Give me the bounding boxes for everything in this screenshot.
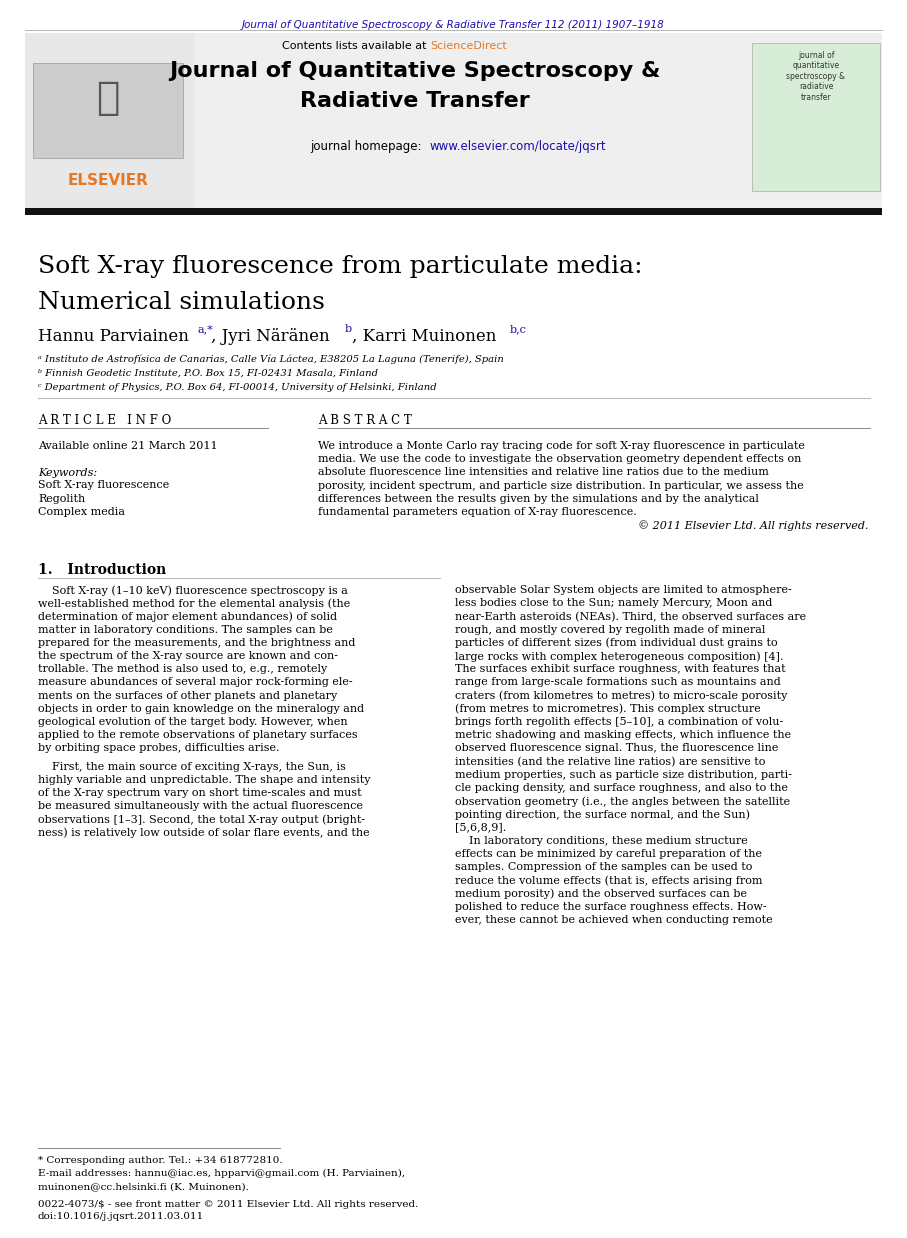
Text: Hannu Parviainen: Hannu Parviainen xyxy=(38,328,189,345)
Text: range from large-scale formations such as mountains and: range from large-scale formations such a… xyxy=(455,677,781,687)
Text: differences between the results given by the simulations and by the analytical: differences between the results given by… xyxy=(318,494,759,504)
Text: We introduce a Monte Carlo ray tracing code for soft X-ray fluorescence in parti: We introduce a Monte Carlo ray tracing c… xyxy=(318,441,805,451)
Text: the spectrum of the X-ray source are known and con-: the spectrum of the X-ray source are kno… xyxy=(38,651,338,661)
Text: brings forth regolith effects [5–10], a combination of volu-: brings forth regolith effects [5–10], a … xyxy=(455,717,784,727)
Text: pointing direction, the surface normal, and the Sun): pointing direction, the surface normal, … xyxy=(455,810,750,820)
Text: large rocks with complex heterogeneous composition) [4].: large rocks with complex heterogeneous c… xyxy=(455,651,784,661)
Text: highly variable and unpredictable. The shape and intensity: highly variable and unpredictable. The s… xyxy=(38,775,370,785)
Text: ments on the surfaces of other planets and planetary: ments on the surfaces of other planets a… xyxy=(38,691,337,701)
Text: by orbiting space probes, difficulties arise.: by orbiting space probes, difficulties a… xyxy=(38,743,279,754)
Text: 🌳: 🌳 xyxy=(96,79,120,118)
Text: E-mail addresses: hannu@iac.es, hpparvi@gmail.com (H. Parviainen),: E-mail addresses: hannu@iac.es, hpparvi@… xyxy=(38,1169,405,1179)
Text: particles of different sizes (from individual dust grains to: particles of different sizes (from indiv… xyxy=(455,638,777,649)
Text: measure abundances of several major rock-forming ele-: measure abundances of several major rock… xyxy=(38,677,353,687)
Text: (from metres to micrometres). This complex structure: (from metres to micrometres). This compl… xyxy=(455,703,761,714)
Text: be measured simultaneously with the actual fluorescence: be measured simultaneously with the actu… xyxy=(38,801,363,811)
Text: A R T I C L E   I N F O: A R T I C L E I N F O xyxy=(38,413,171,427)
Text: near-Earth asteroids (NEAs). Third, the observed surfaces are: near-Earth asteroids (NEAs). Third, the … xyxy=(455,612,806,621)
Text: ᶜ Department of Physics, P.O. Box 64, FI-00014, University of Helsinki, Finland: ᶜ Department of Physics, P.O. Box 64, FI… xyxy=(38,383,436,392)
Text: a,*: a,* xyxy=(198,324,214,334)
Text: Radiative Transfer: Radiative Transfer xyxy=(300,92,530,111)
Text: prepared for the measurements, and the brightness and: prepared for the measurements, and the b… xyxy=(38,638,356,647)
Text: , Karri Muinonen: , Karri Muinonen xyxy=(352,328,496,345)
Text: reduce the volume effects (that is, effects arising from: reduce the volume effects (that is, effe… xyxy=(455,875,763,886)
Text: rough, and mostly covered by regolith made of mineral: rough, and mostly covered by regolith ma… xyxy=(455,625,766,635)
Text: medium porosity) and the observed surfaces can be: medium porosity) and the observed surfac… xyxy=(455,889,747,899)
Text: The surfaces exhibit surface roughness, with features that: The surfaces exhibit surface roughness, … xyxy=(455,665,785,675)
Text: observable Solar System objects are limited to atmosphere-: observable Solar System objects are limi… xyxy=(455,586,792,595)
Text: , Jyri Näränen: , Jyri Näränen xyxy=(211,328,329,345)
Text: Complex media: Complex media xyxy=(38,508,125,517)
Text: Soft X-ray (1–10 keV) fluorescence spectroscopy is a: Soft X-ray (1–10 keV) fluorescence spect… xyxy=(38,586,348,595)
Text: cle packing density, and surface roughness, and also to the: cle packing density, and surface roughne… xyxy=(455,782,788,794)
Text: applied to the remote observations of planetary surfaces: applied to the remote observations of pl… xyxy=(38,730,357,740)
Bar xyxy=(33,63,183,158)
Text: Keywords:: Keywords: xyxy=(38,468,97,478)
Text: Regolith: Regolith xyxy=(38,494,85,504)
Text: geological evolution of the target body. However, when: geological evolution of the target body.… xyxy=(38,717,347,727)
Text: intensities (and the relative line ratios) are sensitive to: intensities (and the relative line ratio… xyxy=(455,756,766,766)
Text: observation geometry (i.e., the angles between the satellite: observation geometry (i.e., the angles b… xyxy=(455,796,790,807)
Text: metric shadowing and masking effects, which influence the: metric shadowing and masking effects, wh… xyxy=(455,730,791,740)
Text: Journal of Quantitative Spectroscopy & Radiative Transfer 112 (2011) 1907–1918: Journal of Quantitative Spectroscopy & R… xyxy=(241,20,664,30)
Text: First, the main source of exciting X-rays, the Sun, is: First, the main source of exciting X-ray… xyxy=(38,761,346,771)
Text: [5,6,8,9].: [5,6,8,9]. xyxy=(455,822,506,833)
Text: porosity, incident spectrum, and particle size distribution. In particular, we a: porosity, incident spectrum, and particl… xyxy=(318,480,804,490)
Text: ELSEVIER: ELSEVIER xyxy=(67,173,149,188)
Text: trollable. The method is also used to, e.g., remotely: trollable. The method is also used to, e… xyxy=(38,665,327,675)
Text: well-established method for the elemental analysis (the: well-established method for the elementa… xyxy=(38,598,350,609)
Text: media. We use the code to investigate the observation geometry dependent effects: media. We use the code to investigate th… xyxy=(318,454,802,464)
Bar xyxy=(25,33,882,208)
Text: craters (from kilometres to metres) to micro-scale porosity: craters (from kilometres to metres) to m… xyxy=(455,691,787,701)
Text: journal homepage:: journal homepage: xyxy=(310,140,425,154)
Text: effects can be minimized by careful preparation of the: effects can be minimized by careful prep… xyxy=(455,849,762,859)
Text: Numerical simulations: Numerical simulations xyxy=(38,291,325,314)
Text: matter in laboratory conditions. The samples can be: matter in laboratory conditions. The sam… xyxy=(38,625,333,635)
Text: b,c: b,c xyxy=(510,324,527,334)
Text: Contents lists available at: Contents lists available at xyxy=(282,41,430,51)
Text: less bodies close to the Sun; namely Mercury, Moon and: less bodies close to the Sun; namely Mer… xyxy=(455,598,773,608)
Bar xyxy=(752,43,880,191)
Text: Journal of Quantitative Spectroscopy &: Journal of Quantitative Spectroscopy & xyxy=(170,61,661,80)
Text: journal of
quantitative
spectroscopy &
radiative
transfer: journal of quantitative spectroscopy & r… xyxy=(786,51,845,102)
Bar xyxy=(25,208,882,215)
Text: Soft X-ray fluorescence from particulate media:: Soft X-ray fluorescence from particulate… xyxy=(38,255,643,279)
Text: polished to reduce the surface roughness effects. How-: polished to reduce the surface roughness… xyxy=(455,901,766,912)
Text: ᵃ Instituto de Astrofísica de Canarias, Calle Vía Láctea, E38205 La Laguna (Tene: ᵃ Instituto de Astrofísica de Canarias, … xyxy=(38,355,504,364)
Text: 1.   Introduction: 1. Introduction xyxy=(38,563,166,577)
Text: medium properties, such as particle size distribution, parti-: medium properties, such as particle size… xyxy=(455,770,792,780)
Text: observations [1–3]. Second, the total X-ray output (bright-: observations [1–3]. Second, the total X-… xyxy=(38,815,366,825)
Text: © 2011 Elsevier Ltd. All rights reserved.: © 2011 Elsevier Ltd. All rights reserved… xyxy=(639,520,869,531)
Text: determination of major element abundances) of solid: determination of major element abundance… xyxy=(38,612,337,621)
Text: objects in order to gain knowledge on the mineralogy and: objects in order to gain knowledge on th… xyxy=(38,703,364,714)
Text: In laboratory conditions, these medium structure: In laboratory conditions, these medium s… xyxy=(455,836,747,846)
Text: muinonen@cc.helsinki.fi (K. Muinonen).: muinonen@cc.helsinki.fi (K. Muinonen). xyxy=(38,1182,249,1191)
Text: ScienceDirect: ScienceDirect xyxy=(430,41,507,51)
Text: ᵇ Finnish Geodetic Institute, P.O. Box 15, FI-02431 Masala, Finland: ᵇ Finnish Geodetic Institute, P.O. Box 1… xyxy=(38,369,378,378)
Text: observed fluorescence signal. Thus, the fluorescence line: observed fluorescence signal. Thus, the … xyxy=(455,743,778,754)
Text: ever, these cannot be achieved when conducting remote: ever, these cannot be achieved when cond… xyxy=(455,915,773,925)
Text: Available online 21 March 2011: Available online 21 March 2011 xyxy=(38,441,218,451)
Text: * Corresponding author. Tel.: +34 618772810.: * Corresponding author. Tel.: +34 618772… xyxy=(38,1156,283,1165)
Text: A B S T R A C T: A B S T R A C T xyxy=(318,413,412,427)
Bar xyxy=(25,33,195,208)
Text: fundamental parameters equation of X-ray fluorescence.: fundamental parameters equation of X-ray… xyxy=(318,508,637,517)
Text: absolute fluorescence line intensities and relative line ratios due to the mediu: absolute fluorescence line intensities a… xyxy=(318,468,769,478)
Text: doi:10.1016/j.jqsrt.2011.03.011: doi:10.1016/j.jqsrt.2011.03.011 xyxy=(38,1212,204,1221)
Text: Soft X-ray fluorescence: Soft X-ray fluorescence xyxy=(38,480,170,490)
Text: samples. Compression of the samples can be used to: samples. Compression of the samples can … xyxy=(455,862,753,873)
Text: ness) is relatively low outside of solar flare events, and the: ness) is relatively low outside of solar… xyxy=(38,827,370,838)
Text: 0022-4073/$ - see front matter © 2011 Elsevier Ltd. All rights reserved.: 0022-4073/$ - see front matter © 2011 El… xyxy=(38,1200,418,1210)
Text: www.elsevier.com/locate/jqsrt: www.elsevier.com/locate/jqsrt xyxy=(430,140,607,154)
Text: b: b xyxy=(345,324,352,334)
Text: of the X-ray spectrum vary on short time-scales and must: of the X-ray spectrum vary on short time… xyxy=(38,789,362,799)
